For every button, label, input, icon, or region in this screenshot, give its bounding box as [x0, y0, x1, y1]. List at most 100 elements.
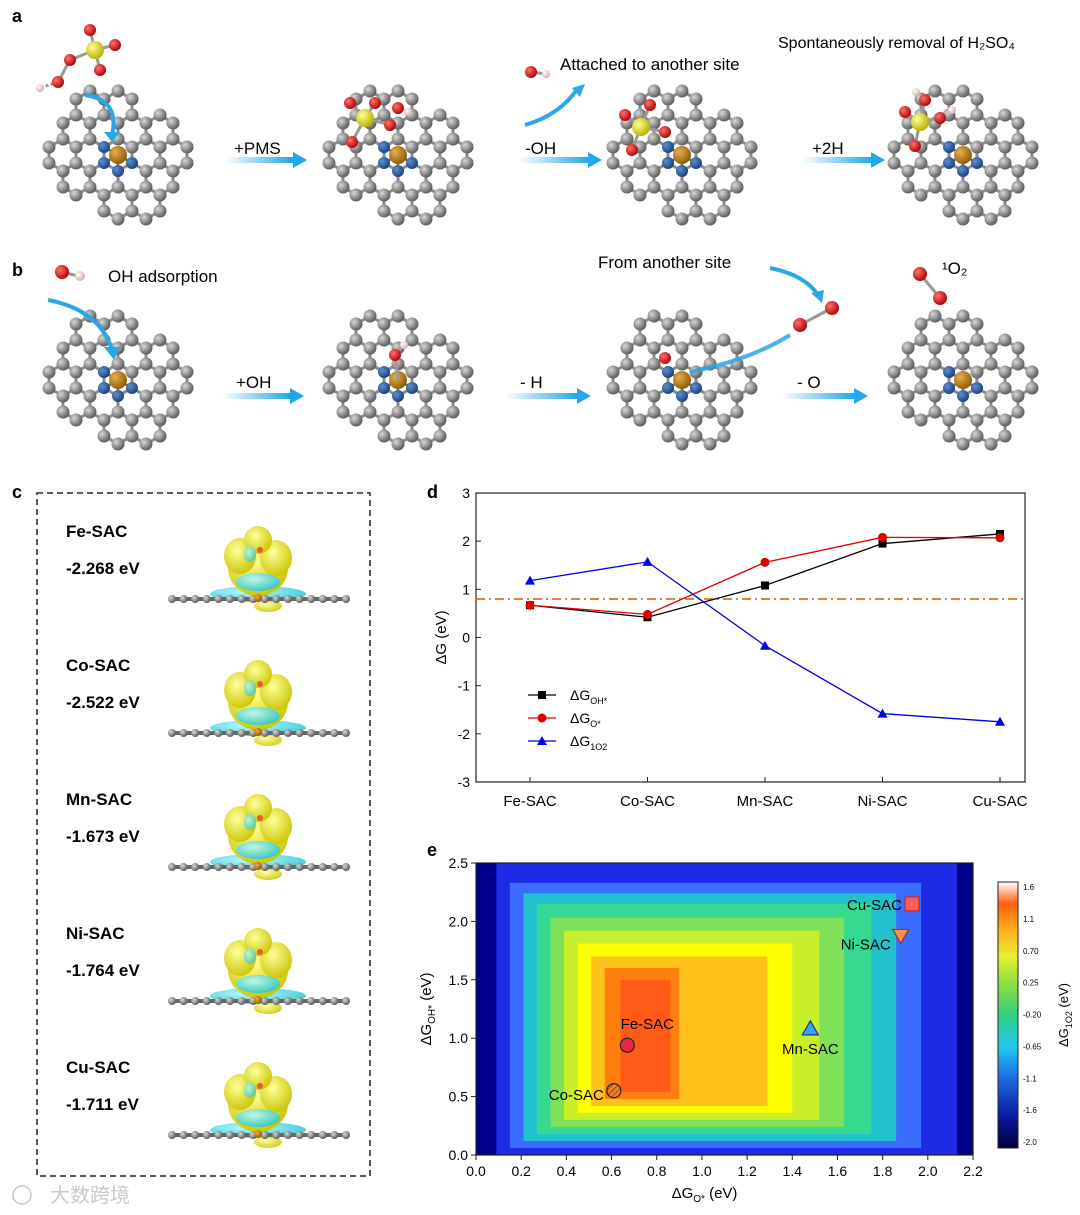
dashed-frame — [36, 492, 371, 1177]
step-arrow-icon — [222, 388, 304, 404]
from-site-note: From another site — [598, 253, 731, 272]
graphene-sheet-icon — [168, 547, 350, 603]
point-label: Fe-SAC — [621, 1016, 675, 1033]
molecule-a2 — [322, 84, 474, 226]
y-axis-label: ΔGOH* (eV) — [418, 972, 438, 1045]
o2-incoming — [793, 301, 839, 332]
molecule-a3 — [606, 84, 758, 226]
panel-label-a: a — [12, 6, 23, 26]
adsorbed-h2so4-a4 — [899, 88, 956, 152]
x-tick-label: 2.0 — [918, 1163, 938, 1179]
graphene-sheet-icon — [168, 815, 350, 871]
attached-note: Attached to another site — [560, 55, 740, 74]
charge-density-item: Cu-SAC -1.711 eV — [66, 1058, 350, 1148]
sac-name: Ni-SAC — [66, 924, 125, 943]
step-oh-label: -OH — [525, 139, 556, 158]
y-tick-label: 0.0 — [449, 1147, 469, 1163]
colorbar-tick-label: -1.6 — [1023, 1106, 1037, 1115]
colorbar-tick-label: 1.6 — [1023, 883, 1035, 892]
colorbar-tick-label: -0.65 — [1023, 1042, 1042, 1051]
charge-density-item: Ni-SAC -1.764 eV — [66, 924, 350, 1014]
panel-label-e: e — [427, 840, 437, 860]
x-tick-label: 1.0 — [692, 1163, 712, 1179]
data-point — [642, 556, 653, 566]
singlet-oxygen-molecule — [913, 267, 947, 305]
y-tick-label: 3 — [462, 485, 470, 501]
catalyst-point: Fe-SAC — [619, 1016, 675, 1053]
x-tick-label: 0.8 — [647, 1163, 667, 1179]
plot-frame — [475, 492, 1026, 783]
step-minus-h-label: - H — [520, 373, 543, 392]
data-point — [643, 609, 652, 619]
metal-atom — [954, 371, 972, 389]
catalyst-point: Ni-SAC — [841, 928, 910, 953]
oh-group-leaving — [525, 66, 550, 78]
colorbar-label: ΔG1O2 (eV) — [1056, 983, 1074, 1047]
panel-label-d: d — [427, 482, 438, 502]
panel-e-heatmap: 0.0 0.2 0.4 0.6 0.8 1.0 1.2 1.4 1.6 1.8 2.0 2.2 0.0 0… — [418, 855, 1074, 1205]
colorbar-tick-label: 1.1 — [1023, 915, 1035, 924]
adsorbed-o-b3 — [659, 352, 671, 364]
charge-density-item: Mn-SAC -1.673 eV — [66, 790, 350, 880]
colorbar-tick-label: 0.25 — [1023, 979, 1039, 988]
molecule-b1 — [42, 309, 194, 451]
x-tick-label: 1.4 — [783, 1163, 803, 1179]
y-tick-label: 0 — [462, 630, 470, 646]
step-plus-oh-label: +OH — [236, 373, 271, 392]
watermark-text: 大数跨境 — [50, 1184, 130, 1207]
watermark-logo-icon — [12, 1185, 32, 1205]
data-point — [525, 600, 535, 610]
step-arrow-icon — [225, 152, 307, 168]
y-tick-label: 2.5 — [449, 855, 469, 871]
charge-density-item: Co-SAC -2.522 eV — [66, 656, 350, 746]
x-tick-label: Fe-SAC — [503, 793, 557, 810]
curved-arrow-icon — [524, 86, 580, 127]
y-tick-label: 0.5 — [449, 1089, 469, 1105]
charge-density-item: Fe-SAC -2.268 eV — [66, 522, 350, 612]
metal-atom — [389, 146, 407, 164]
colorbar-tick-label: -0.20 — [1023, 1011, 1042, 1020]
data-point — [878, 532, 887, 542]
x-tick-label: 1.2 — [737, 1163, 757, 1179]
watermark: 大数跨境 — [12, 1184, 130, 1207]
step-arrow-icon — [505, 388, 591, 404]
panel-b-mechanism: OH adsorption From another site ¹O₂ — [42, 253, 1039, 451]
x-tick-label: Ni-SAC — [857, 793, 907, 810]
point-label: Mn-SAC — [782, 1041, 839, 1058]
colorbar-tick-label: -1.1 — [1023, 1074, 1037, 1083]
curved-arrow-icon — [84, 93, 116, 136]
curved-arrow-icon — [769, 266, 820, 297]
x-tick-label: Cu-SAC — [972, 793, 1027, 810]
catalyst-point: Mn-SAC — [782, 1019, 839, 1058]
data-point — [760, 557, 770, 567]
catalyst-point: Cu-SAC — [847, 896, 920, 914]
y-tick-label: -3 — [458, 774, 471, 790]
data-point — [761, 581, 769, 590]
adsorbed-so4-a3 — [619, 99, 671, 156]
sac-energy: -1.711 eV — [66, 1095, 139, 1114]
point-label: Cu-SAC — [847, 897, 902, 914]
y-tick-label: 2 — [462, 533, 470, 549]
step-pms-label: +PMS — [234, 139, 281, 158]
plot-frame — [475, 862, 974, 1156]
sac-name: Cu-SAC — [66, 1058, 130, 1077]
x-tick-label: 0.2 — [511, 1163, 531, 1179]
y-axis-label: ΔG (eV) — [433, 610, 450, 664]
colorbar: 1.6 1.1 0.70 0.25 -0.20 -0.65 -1.1 -1.6 -2.0 ΔG1O… — [997, 881, 1074, 1149]
series-line — [529, 533, 1001, 618]
sac-name: Co-SAC — [66, 656, 130, 675]
adsorbed-oh-b2 — [389, 341, 408, 381]
sac-name: Mn-SAC — [66, 790, 132, 809]
sac-energy: -1.764 eV — [66, 961, 140, 980]
data-point — [877, 708, 888, 718]
y-tick-label: -1 — [458, 678, 471, 694]
panel-c-charge-density: Fe-SAC -2.268 eV Co-SAC -2.522 eV Mn-SAC -1.6… — [36, 492, 371, 1177]
pms-molecule — [36, 24, 121, 92]
x-tick-label: 1.8 — [873, 1163, 893, 1179]
legend-label: ΔG1O2 — [570, 733, 607, 752]
removal-note: Spontaneously removal of H₂SO₄ — [778, 35, 1015, 52]
singlet-oxygen-label: ¹O₂ — [942, 259, 967, 278]
colorbar-tick-label: 0.70 — [1023, 947, 1039, 956]
metal-atom — [109, 146, 127, 164]
x-tick-label: 0.4 — [557, 1163, 577, 1179]
